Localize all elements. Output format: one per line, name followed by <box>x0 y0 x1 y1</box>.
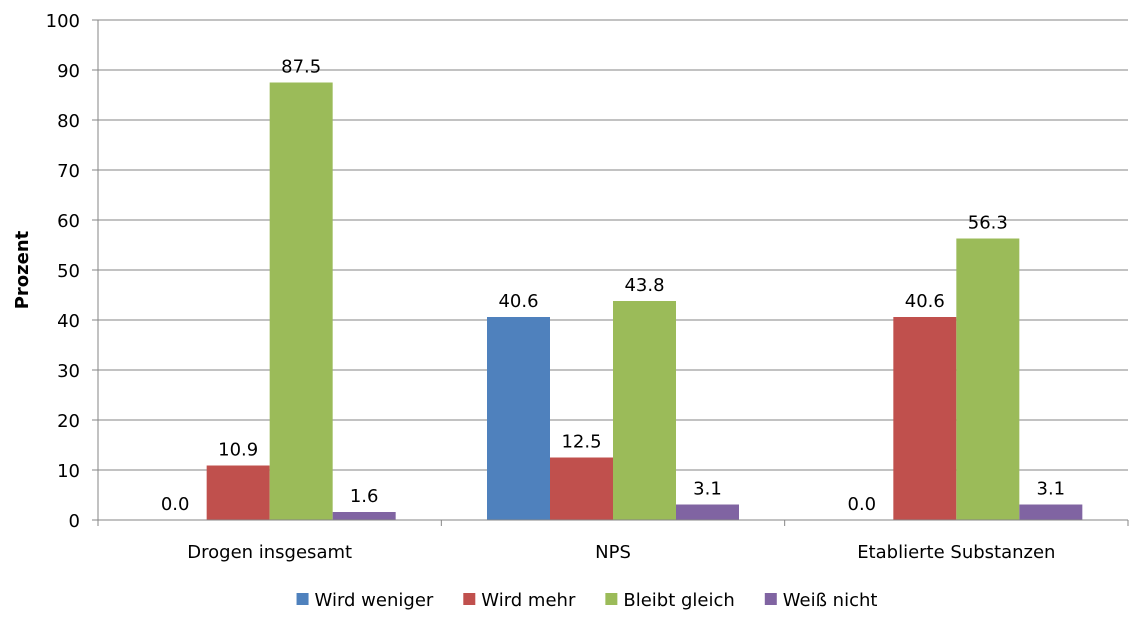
bar-value-label: 1.6 <box>350 486 379 507</box>
bar-value-label: 12.5 <box>561 432 601 453</box>
y-tick-label: 100 <box>46 11 80 32</box>
bar <box>206 465 270 520</box>
legend-label: Bleibt gleich <box>623 590 734 611</box>
y-tick-label: 10 <box>57 461 80 482</box>
bar <box>893 317 957 520</box>
bar <box>676 504 739 520</box>
bar <box>956 238 1020 520</box>
y-tick-label: 60 <box>57 211 80 232</box>
y-tick-label: 50 <box>57 261 80 282</box>
bar-value-label: 87.5 <box>281 57 321 78</box>
bar-value-label: 3.1 <box>1037 479 1066 500</box>
legend: Wird weniger Wird mehr Bleibt gleich Weiß n… <box>296 590 878 611</box>
y-tick-label: 30 <box>57 361 80 382</box>
bar-value-label: 40.6 <box>905 291 945 312</box>
bar-value-label: 0.0 <box>161 494 190 515</box>
bar <box>613 301 676 520</box>
legend-swatch <box>605 593 618 605</box>
legend-swatch <box>463 593 476 605</box>
y-tick-label: 90 <box>57 61 80 82</box>
bar-value-label: 10.9 <box>218 440 258 461</box>
data-labels: 0.0 10.9 87.5 1.6 40.6 12.5 43.8 3.1 0.0 40.6 56.3… <box>161 57 1065 516</box>
bar <box>550 457 613 520</box>
bar <box>332 512 396 520</box>
legend-label: Wird mehr <box>481 590 576 611</box>
axes: 0 10 20 30 40 50 60 70 80 90 100 Drogen insgesamt NP… <box>46 11 1129 563</box>
legend-label: Weiß nicht <box>783 590 878 611</box>
bar-value-label: 0.0 <box>848 494 877 515</box>
legend-swatch <box>764 593 777 605</box>
y-tick-label: 40 <box>57 311 80 332</box>
bar-value-label: 40.6 <box>498 291 538 312</box>
bar-value-label: 43.8 <box>624 275 664 296</box>
bar-value-label: 3.1 <box>693 479 722 500</box>
y-axis-title: Prozent <box>12 230 33 309</box>
bar-value-label: 56.3 <box>968 213 1008 234</box>
bars <box>206 82 1083 520</box>
y-tick-label: 80 <box>57 111 80 132</box>
bar <box>1019 504 1083 520</box>
legend-swatch <box>296 593 309 605</box>
y-tick-label: 20 <box>57 411 80 432</box>
bar <box>487 317 550 520</box>
legend-label: Wird weniger <box>315 590 434 611</box>
x-category-label: Drogen insgesamt <box>187 542 352 563</box>
bar <box>269 82 333 520</box>
y-tick-label: 0 <box>69 511 80 532</box>
y-tick-label: 70 <box>57 161 80 182</box>
x-category-label: NPS <box>595 542 631 563</box>
x-category-label: Etablierte Substanzen <box>857 542 1055 563</box>
